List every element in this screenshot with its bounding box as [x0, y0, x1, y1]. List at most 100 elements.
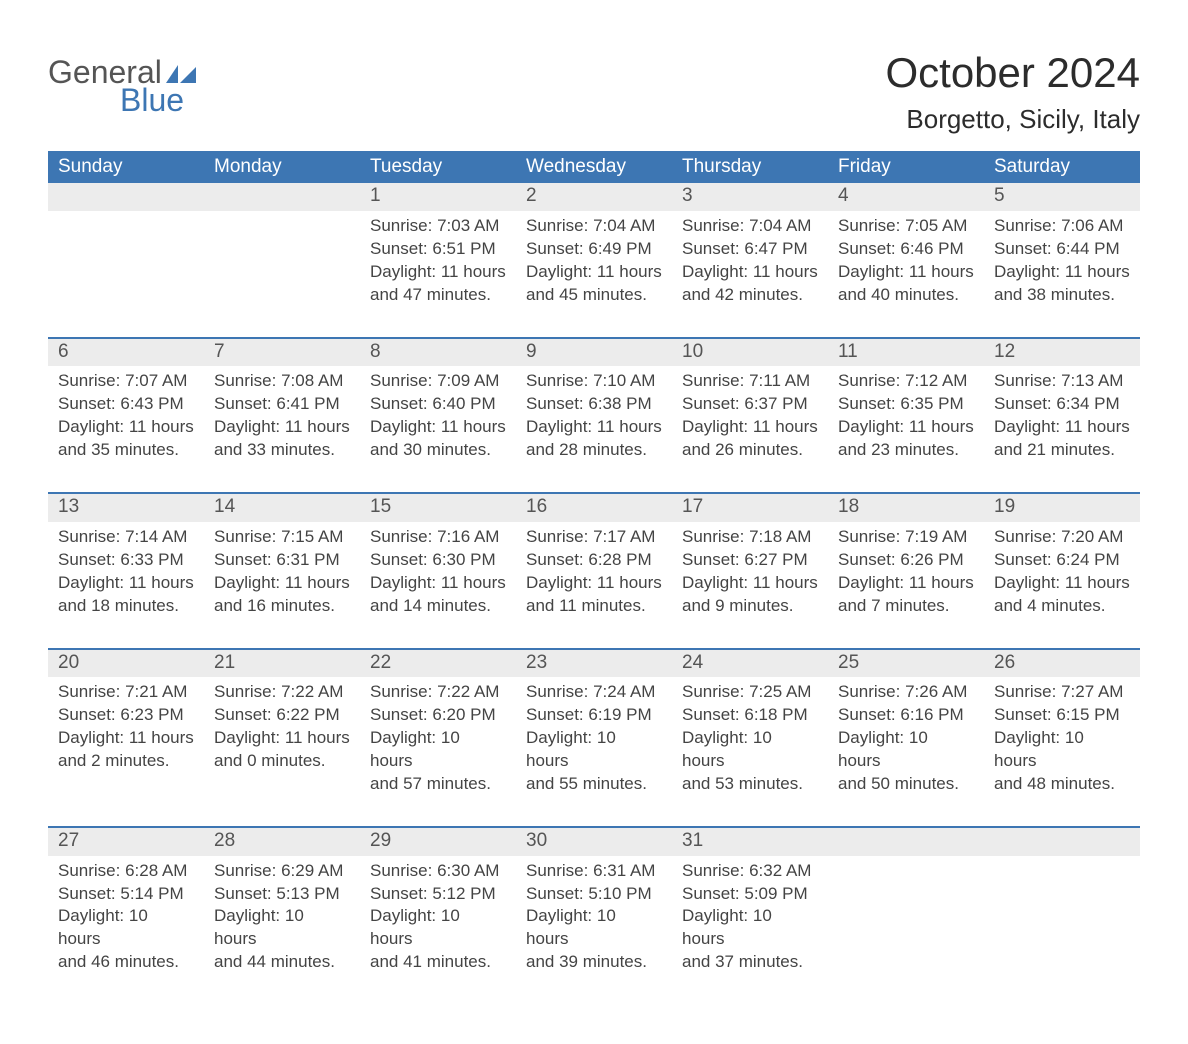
- day-sunrise: Sunrise: 7:25 AM: [682, 681, 818, 704]
- calendar-table: Sunday Monday Tuesday Wednesday Thursday…: [48, 151, 1140, 1004]
- day-daylight1: Daylight: 11 hours: [682, 416, 818, 439]
- day-sunset: Sunset: 6:18 PM: [682, 704, 818, 727]
- day-daylight1: Daylight: 11 hours: [58, 727, 194, 750]
- day-number: 17: [672, 494, 828, 522]
- day-number: 5: [984, 183, 1140, 211]
- day-sunset: Sunset: 6:28 PM: [526, 549, 662, 572]
- calendar-day-cell: 30Sunrise: 6:31 AMSunset: 5:10 PMDayligh…: [516, 827, 672, 1004]
- day-number: 28: [204, 828, 360, 856]
- day-content: Sunrise: 7:21 AMSunset: 6:23 PMDaylight:…: [48, 677, 204, 773]
- day-daylight2: and 55 minutes.: [526, 773, 662, 796]
- day-content: Sunrise: 7:16 AMSunset: 6:30 PMDaylight:…: [360, 522, 516, 618]
- day-sunset: Sunset: 6:47 PM: [682, 238, 818, 261]
- calendar-day-cell: [984, 827, 1140, 1004]
- day-daylight1: Daylight: 11 hours: [214, 572, 350, 595]
- day-sunrise: Sunrise: 7:18 AM: [682, 526, 818, 549]
- day-daylight2: and 21 minutes.: [994, 439, 1130, 462]
- day-sunrise: Sunrise: 6:31 AM: [526, 860, 662, 883]
- calendar-day-cell: 6Sunrise: 7:07 AMSunset: 6:43 PMDaylight…: [48, 338, 204, 493]
- calendar-day-cell: 24Sunrise: 7:25 AMSunset: 6:18 PMDayligh…: [672, 649, 828, 827]
- day-daylight1: Daylight: 11 hours: [994, 416, 1130, 439]
- day-sunrise: Sunrise: 7:15 AM: [214, 526, 350, 549]
- day-daylight1: Daylight: 11 hours: [682, 261, 818, 284]
- day-sunrise: Sunrise: 7:22 AM: [370, 681, 506, 704]
- day-sunset: Sunset: 6:22 PM: [214, 704, 350, 727]
- day-sunrise: Sunrise: 7:26 AM: [838, 681, 974, 704]
- day-number: 14: [204, 494, 360, 522]
- day-daylight2: and 38 minutes.: [994, 284, 1130, 307]
- day-sunset: Sunset: 6:33 PM: [58, 549, 194, 572]
- day-daylight1: Daylight: 11 hours: [994, 261, 1130, 284]
- calendar-day-cell: 21Sunrise: 7:22 AMSunset: 6:22 PMDayligh…: [204, 649, 360, 827]
- day-daylight2: and 50 minutes.: [838, 773, 974, 796]
- day-number: 10: [672, 339, 828, 367]
- day-content: [204, 211, 360, 215]
- day-daylight2: and 11 minutes.: [526, 595, 662, 618]
- day-daylight2: and 39 minutes.: [526, 951, 662, 974]
- day-number: 7: [204, 339, 360, 367]
- day-number: 30: [516, 828, 672, 856]
- day-sunset: Sunset: 6:44 PM: [994, 238, 1130, 261]
- day-number: 18: [828, 494, 984, 522]
- day-daylight2: and 4 minutes.: [994, 595, 1130, 618]
- day-sunset: Sunset: 6:40 PM: [370, 393, 506, 416]
- calendar-day-cell: 19Sunrise: 7:20 AMSunset: 6:24 PMDayligh…: [984, 493, 1140, 648]
- day-number: 15: [360, 494, 516, 522]
- calendar-week-row: 6Sunrise: 7:07 AMSunset: 6:43 PMDaylight…: [48, 338, 1140, 493]
- day-content: Sunrise: 7:24 AMSunset: 6:19 PMDaylight:…: [516, 677, 672, 796]
- day-daylight2: and 40 minutes.: [838, 284, 974, 307]
- logo: General Blue: [48, 56, 196, 116]
- weekday-header: Wednesday: [516, 151, 672, 183]
- day-sunrise: Sunrise: 7:22 AM: [214, 681, 350, 704]
- day-daylight2: and 16 minutes.: [214, 595, 350, 618]
- day-daylight1: Daylight: 11 hours: [214, 727, 350, 750]
- calendar-week-row: 1Sunrise: 7:03 AMSunset: 6:51 PMDaylight…: [48, 183, 1140, 337]
- day-daylight1: Daylight: 10 hours: [214, 905, 350, 951]
- calendar-day-cell: 31Sunrise: 6:32 AMSunset: 5:09 PMDayligh…: [672, 827, 828, 1004]
- day-content: Sunrise: 7:27 AMSunset: 6:15 PMDaylight:…: [984, 677, 1140, 796]
- day-number: 8: [360, 339, 516, 367]
- day-content: Sunrise: 7:25 AMSunset: 6:18 PMDaylight:…: [672, 677, 828, 796]
- day-sunset: Sunset: 6:34 PM: [994, 393, 1130, 416]
- calendar-day-cell: 22Sunrise: 7:22 AMSunset: 6:20 PMDayligh…: [360, 649, 516, 827]
- day-content: Sunrise: 7:20 AMSunset: 6:24 PMDaylight:…: [984, 522, 1140, 618]
- calendar-day-cell: 7Sunrise: 7:08 AMSunset: 6:41 PMDaylight…: [204, 338, 360, 493]
- day-number: 23: [516, 650, 672, 678]
- day-number: 13: [48, 494, 204, 522]
- calendar-day-cell: [48, 183, 204, 337]
- day-sunset: Sunset: 5:14 PM: [58, 883, 194, 906]
- day-daylight1: Daylight: 10 hours: [370, 727, 506, 773]
- day-sunrise: Sunrise: 7:14 AM: [58, 526, 194, 549]
- day-content: Sunrise: 6:30 AMSunset: 5:12 PMDaylight:…: [360, 856, 516, 975]
- day-number: 26: [984, 650, 1140, 678]
- day-number: 19: [984, 494, 1140, 522]
- calendar-day-cell: 1Sunrise: 7:03 AMSunset: 6:51 PMDaylight…: [360, 183, 516, 337]
- day-daylight1: Daylight: 10 hours: [838, 727, 974, 773]
- day-content: Sunrise: 7:08 AMSunset: 6:41 PMDaylight:…: [204, 366, 360, 462]
- calendar-day-cell: 5Sunrise: 7:06 AMSunset: 6:44 PMDaylight…: [984, 183, 1140, 337]
- day-number: 12: [984, 339, 1140, 367]
- location-label: Borgetto, Sicily, Italy: [885, 104, 1140, 135]
- day-daylight2: and 33 minutes.: [214, 439, 350, 462]
- calendar-day-cell: 14Sunrise: 7:15 AMSunset: 6:31 PMDayligh…: [204, 493, 360, 648]
- day-sunset: Sunset: 6:15 PM: [994, 704, 1130, 727]
- day-sunrise: Sunrise: 7:20 AM: [994, 526, 1130, 549]
- day-daylight1: Daylight: 11 hours: [214, 416, 350, 439]
- calendar-day-cell: 23Sunrise: 7:24 AMSunset: 6:19 PMDayligh…: [516, 649, 672, 827]
- day-daylight1: Daylight: 11 hours: [370, 416, 506, 439]
- day-sunset: Sunset: 6:26 PM: [838, 549, 974, 572]
- day-sunset: Sunset: 6:35 PM: [838, 393, 974, 416]
- day-sunrise: Sunrise: 7:08 AM: [214, 370, 350, 393]
- day-sunrise: Sunrise: 6:28 AM: [58, 860, 194, 883]
- day-content: Sunrise: 6:28 AMSunset: 5:14 PMDaylight:…: [48, 856, 204, 975]
- calendar-day-cell: 28Sunrise: 6:29 AMSunset: 5:13 PMDayligh…: [204, 827, 360, 1004]
- day-daylight2: and 46 minutes.: [58, 951, 194, 974]
- day-sunset: Sunset: 6:41 PM: [214, 393, 350, 416]
- day-sunset: Sunset: 6:49 PM: [526, 238, 662, 261]
- day-daylight1: Daylight: 10 hours: [58, 905, 194, 951]
- day-content: Sunrise: 7:26 AMSunset: 6:16 PMDaylight:…: [828, 677, 984, 796]
- day-daylight1: Daylight: 10 hours: [526, 905, 662, 951]
- day-number: [828, 828, 984, 856]
- day-sunrise: Sunrise: 7:09 AM: [370, 370, 506, 393]
- day-daylight1: Daylight: 11 hours: [526, 261, 662, 284]
